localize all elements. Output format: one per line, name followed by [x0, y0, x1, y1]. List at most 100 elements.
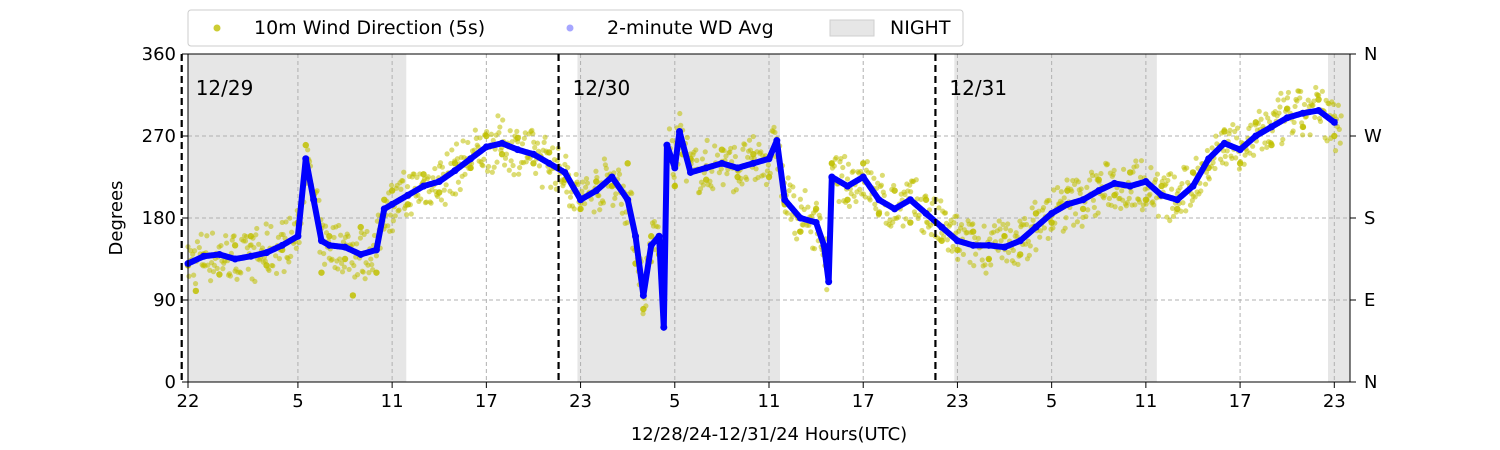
wind-sample-dot [408, 211, 414, 217]
wind-sample-dot [918, 196, 924, 202]
wind-sample-dot [694, 157, 700, 163]
wind-sample-dot [224, 240, 230, 246]
wind-sample-dot [548, 184, 554, 190]
wind-sample-dot [693, 147, 699, 153]
x-tick-label: 11 [381, 391, 404, 412]
wind-sample-dot [1324, 138, 1330, 144]
wind-sample-dot [1072, 211, 1079, 217]
y-tick-label: 360 [142, 44, 176, 65]
wind-sample-dot [485, 168, 491, 174]
wind-sample-dot [983, 270, 989, 276]
wind-sample-dot [565, 164, 571, 171]
wind-sample-dot [1198, 188, 1204, 194]
wind-sample-dot [322, 223, 329, 229]
wd-avg-point [317, 237, 325, 245]
wind-sample-dot [697, 186, 704, 192]
wind-sample-dot [666, 126, 673, 132]
wind-sample-dot [1256, 108, 1262, 115]
wind-sample-dot [360, 269, 366, 275]
wind-sample-dot [871, 175, 877, 181]
wind-direction-point [1032, 210, 1040, 217]
wind-sample-dot [613, 191, 619, 197]
wd-avg-point [702, 164, 710, 172]
wind-sample-dot [921, 229, 927, 236]
wind-sample-dot [489, 169, 495, 175]
wind-sample-dot [1089, 172, 1096, 179]
wind-sample-dot [1032, 199, 1038, 205]
wind-sample-dot [428, 200, 434, 206]
wind-sample-dot [514, 128, 520, 134]
wind-sample-dot [1259, 146, 1265, 152]
wind-sample-dot [273, 253, 279, 259]
wind-sample-dot [1177, 184, 1183, 191]
wind-sample-dot [305, 147, 311, 153]
wd-avg-point [828, 173, 836, 181]
wind-sample-dot [878, 182, 885, 188]
wind-sample-dot [944, 237, 950, 243]
wind-sample-dot [329, 256, 335, 262]
wind-sample-dot [227, 273, 233, 279]
wind-sample-dot [652, 247, 658, 253]
wind-sample-dot [954, 213, 960, 219]
wind-sample-dot [251, 244, 257, 251]
wind-direction-point [734, 173, 741, 181]
wind-sample-dot [563, 153, 569, 159]
wd-avg-point [372, 246, 380, 254]
wd-avg-point [844, 182, 852, 190]
wind-sample-dot [1027, 243, 1033, 249]
wd-avg-point [325, 241, 333, 249]
wd-avg-point [1032, 223, 1040, 231]
wd-avg-point [435, 178, 443, 186]
wind-sample-dot [462, 171, 468, 177]
wind-sample-dot [867, 197, 873, 203]
legend-marker [213, 24, 221, 32]
wind-sample-dot [400, 178, 406, 184]
wind-direction-point [404, 201, 412, 208]
wind-sample-dot [951, 220, 957, 226]
wind-sample-dot [746, 137, 753, 143]
wind-sample-dot [437, 160, 444, 166]
wind-sample-dot [1265, 115, 1271, 121]
wind-sample-dot [338, 260, 345, 266]
wind-sample-dot [1290, 128, 1296, 134]
wind-sample-dot [491, 164, 497, 170]
wind-sample-dot [335, 266, 341, 272]
wind-sample-dot [903, 216, 909, 222]
wind-sample-dot [714, 152, 721, 158]
wind-direction-point [1095, 176, 1102, 183]
wind-sample-dot [192, 281, 199, 287]
wind-sample-dot [1061, 195, 1067, 201]
wind-direction-point [1268, 141, 1275, 149]
wd-avg-point [514, 146, 522, 154]
wind-sample-dot [516, 171, 522, 177]
wind-sample-dot [1022, 215, 1028, 222]
x-tick-label: 5 [1046, 391, 1057, 412]
wind-sample-dot [1232, 128, 1238, 135]
legend-label: NIGHT [890, 17, 951, 39]
wind-sample-dot [975, 235, 982, 242]
wind-sample-dot [519, 141, 526, 147]
wind-sample-dot [846, 203, 852, 209]
wind-sample-dot [1310, 102, 1316, 109]
wind-sample-dot [539, 184, 545, 190]
wind-direction-point [648, 233, 655, 240]
wind-sample-dot [1083, 213, 1089, 220]
wind-sample-dot [191, 248, 198, 254]
wind-sample-dot [1148, 165, 1154, 171]
wind-sample-dot [1312, 114, 1318, 121]
wd-avg-point [1315, 106, 1323, 114]
wind-sample-dot [1230, 121, 1236, 128]
wind-direction-point [1126, 169, 1134, 176]
wd-avg-point [1173, 196, 1181, 204]
wind-sample-dot [533, 170, 539, 177]
wind-sample-dot [510, 162, 516, 169]
wind-sample-dot [981, 223, 987, 229]
wind-sample-dot [805, 204, 811, 210]
wind-sample-dot [1281, 97, 1287, 103]
wd-avg-point [639, 291, 647, 299]
wind-sample-dot [998, 238, 1004, 244]
wind-sample-dot [600, 200, 607, 206]
wind-sample-dot [1168, 171, 1174, 177]
wind-sample-dot [1311, 98, 1317, 104]
wind-sample-dot [900, 223, 906, 229]
